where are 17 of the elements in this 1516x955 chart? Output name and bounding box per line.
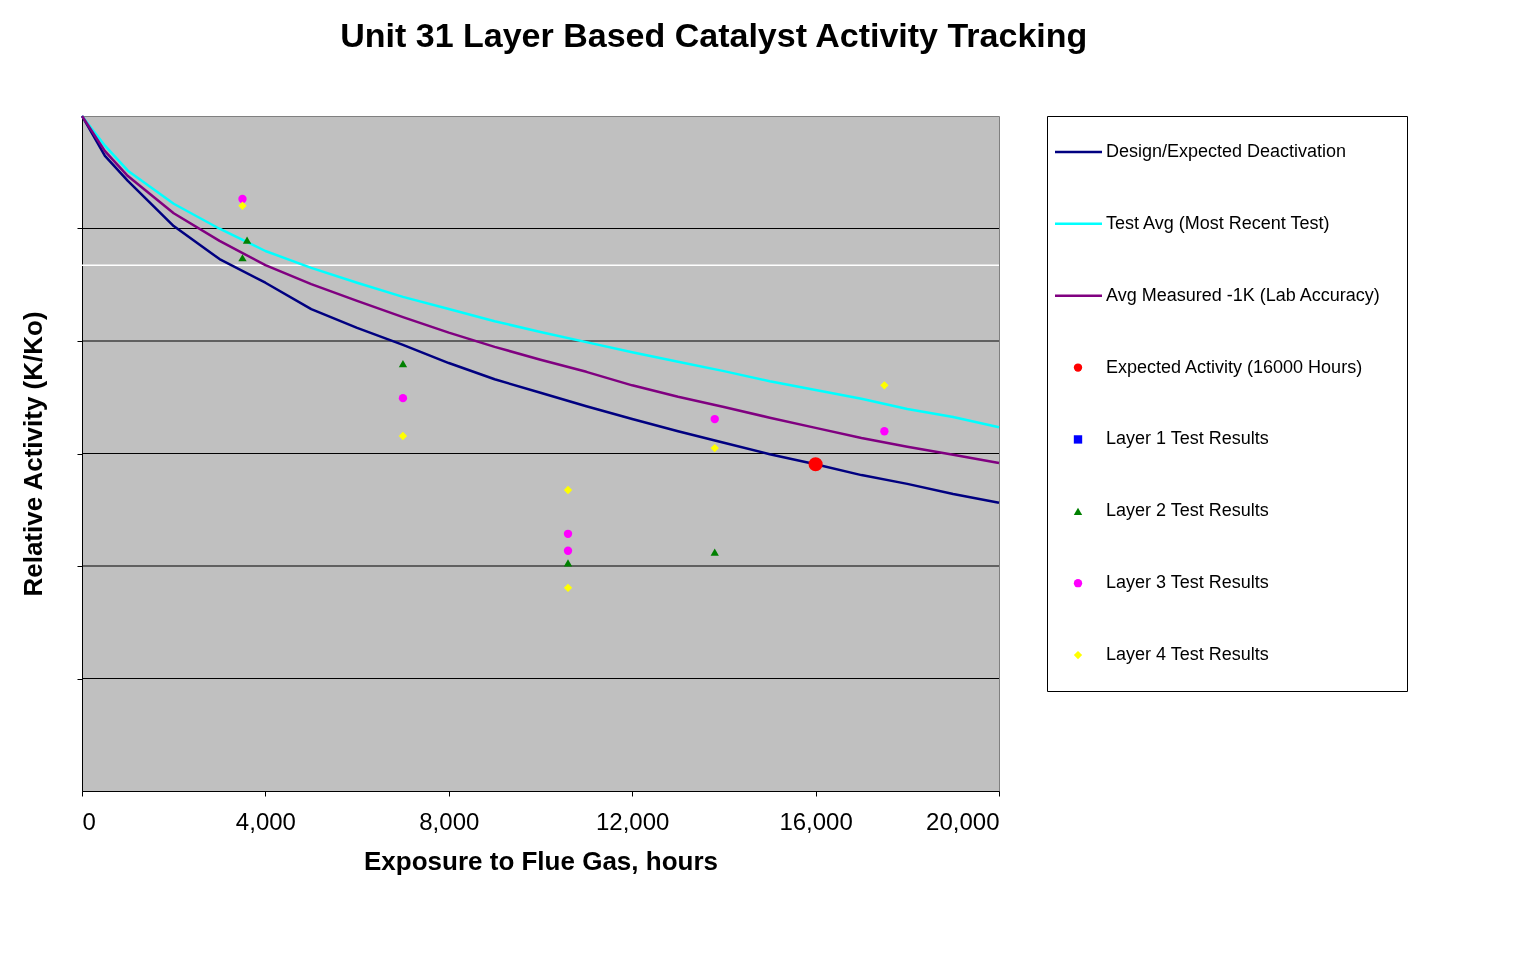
- legend-label: Test Avg (Most Recent Test): [1106, 212, 1330, 233]
- x-tick-label: 8,000: [419, 807, 480, 835]
- chart-title: Unit 31 Layer Based Catalyst Activity Tracking: [340, 16, 1088, 55]
- x-tick-label: 16,000: [779, 807, 853, 835]
- x-axis-title: Exposure to Flue Gas, hours: [364, 845, 718, 876]
- x-tick-label: 4,000: [235, 807, 296, 835]
- legend-label: Layer 4 Test Results: [1106, 644, 1269, 665]
- x-tick-label: 20,000: [926, 807, 1000, 835]
- x-tick-label: 12,000: [596, 807, 670, 835]
- legend-label: Layer 2 Test Results: [1106, 500, 1269, 521]
- legend-label: Layer 1 Test Results: [1106, 428, 1269, 449]
- legend-label: Layer 3 Test Results: [1106, 572, 1269, 593]
- legend-label: Design/Expected Deactivation: [1106, 140, 1347, 161]
- x-tick-label: 0: [82, 807, 96, 835]
- y-axis-title: Relative Activity (K/Ko): [18, 311, 48, 597]
- legend-label: Avg Measured -1K (Lab Accuracy): [1106, 284, 1380, 305]
- legend-label: Expected Activity (16000 Hours): [1106, 356, 1363, 377]
